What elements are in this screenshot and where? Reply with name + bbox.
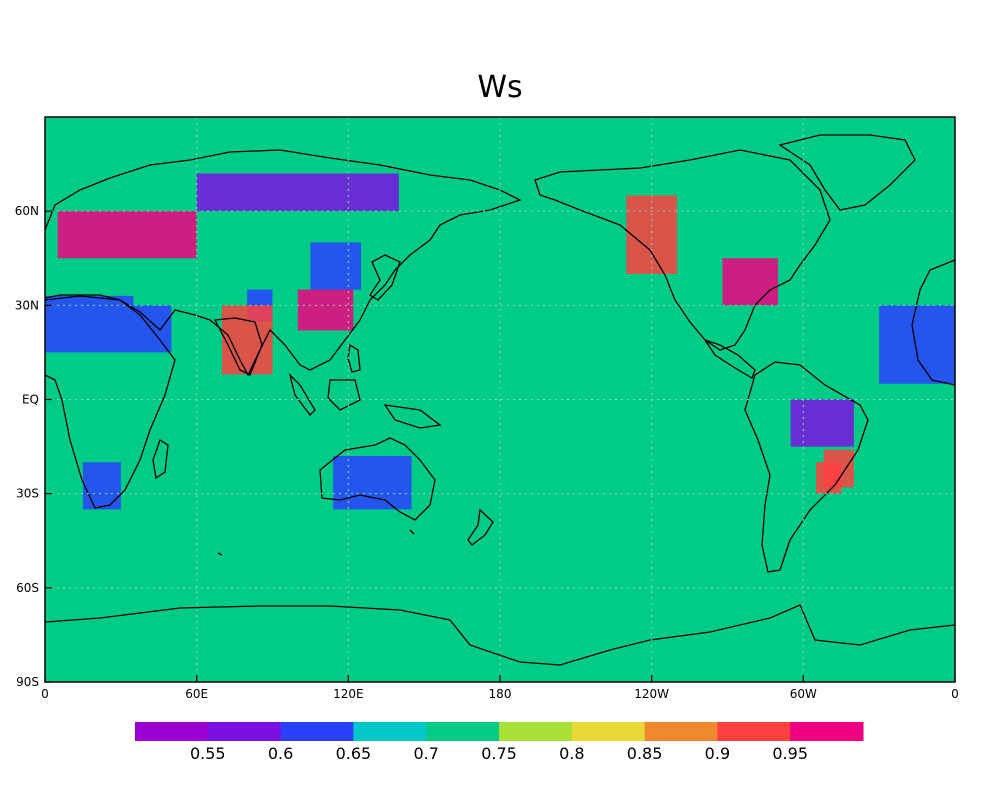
coast-small-island-1 bbox=[217, 552, 223, 556]
coast-philippines bbox=[347, 343, 361, 373]
x-tick-label: 120W bbox=[634, 687, 669, 701]
data-regions-layer bbox=[45, 173, 955, 510]
data-region-5 bbox=[310, 242, 361, 290]
land-central-america bbox=[705, 340, 755, 378]
data-region-12 bbox=[823, 449, 854, 488]
land-newguinea bbox=[385, 405, 440, 428]
colorbar-swatch bbox=[717, 722, 791, 741]
colorbar-swatch bbox=[790, 722, 864, 741]
x-tick-label: 120E bbox=[333, 687, 364, 701]
graticule bbox=[45, 117, 955, 682]
colorbar-swatch bbox=[426, 722, 500, 741]
y-tick-label: EQ bbox=[22, 393, 39, 407]
colorbar-swatch bbox=[353, 722, 427, 741]
coast-newzealand bbox=[467, 508, 494, 546]
y-tick-label: 30S bbox=[16, 487, 39, 501]
colorbar-label: 0.85 bbox=[627, 744, 663, 763]
colorbar-label: 0.55 bbox=[190, 744, 226, 763]
land-japan bbox=[370, 255, 400, 300]
colorbar-swatch bbox=[644, 722, 718, 741]
colorbar-label: 0.9 bbox=[705, 744, 730, 763]
y-tick-label: 60S bbox=[16, 581, 39, 595]
coast-west-africa-wrap bbox=[911, 259, 955, 386]
data-region-7 bbox=[221, 305, 273, 375]
colorbar-swatch bbox=[207, 722, 282, 741]
data-region-9 bbox=[722, 258, 779, 306]
y-tick-label: 90S bbox=[16, 675, 39, 689]
colorbar-swatch bbox=[499, 722, 573, 741]
data-region-2 bbox=[82, 462, 121, 510]
colorbar-label: 0.75 bbox=[481, 744, 517, 763]
y-tick-label: 60N bbox=[15, 204, 39, 218]
data-region-15 bbox=[879, 305, 955, 384]
y-tick-label: 30N bbox=[15, 298, 39, 312]
colorbar-label: 0.8 bbox=[559, 744, 584, 763]
data-region-3 bbox=[333, 456, 412, 510]
coast-south-america bbox=[744, 361, 869, 573]
coast-india bbox=[213, 317, 263, 376]
data-region-6 bbox=[57, 211, 197, 259]
data-region-0 bbox=[133, 305, 172, 353]
coast-japan bbox=[369, 254, 401, 301]
data-region-14 bbox=[626, 195, 677, 274]
coast-borneo bbox=[327, 379, 361, 411]
colorbar-label: 0.65 bbox=[336, 744, 372, 763]
coast-newguinea bbox=[383, 404, 442, 429]
colorbar-label: 0.95 bbox=[772, 744, 808, 763]
data-region-1 bbox=[45, 295, 134, 353]
coast-madagascar bbox=[152, 439, 169, 480]
plot-title: Ws bbox=[477, 70, 523, 105]
land-antarctica bbox=[45, 605, 955, 682]
land-philippines bbox=[348, 345, 360, 372]
coast-africa bbox=[45, 295, 176, 509]
colorbar-label: 0.7 bbox=[413, 744, 438, 763]
coast-small-island-2 bbox=[409, 529, 415, 535]
coast-greenland bbox=[778, 134, 916, 211]
x-tick-label: 0 bbox=[41, 687, 49, 701]
coast-sumatra bbox=[288, 372, 316, 416]
x-tick-label: 180 bbox=[489, 687, 512, 701]
land-newzealand bbox=[468, 510, 493, 545]
data-region-13 bbox=[196, 173, 399, 212]
data-region-10 bbox=[790, 399, 854, 447]
land-sumatra bbox=[290, 375, 315, 415]
x-tick-label: 60W bbox=[790, 687, 817, 701]
land-borneo bbox=[328, 380, 360, 410]
x-tick-label: 0 bbox=[951, 687, 959, 701]
coast-eurasia bbox=[45, 149, 522, 377]
colorbar-swatch bbox=[571, 722, 646, 741]
coast-antarctica bbox=[45, 604, 955, 666]
coast-central-america bbox=[703, 338, 756, 379]
coast-australia bbox=[319, 437, 436, 521]
data-region-8 bbox=[297, 289, 354, 331]
x-tick-label: 60E bbox=[185, 687, 208, 701]
colorbar: 0.55 0.6 0.65 0.7 0.75 0.8 0.85 0.9 0.95 bbox=[135, 722, 864, 763]
colorbar-swatch bbox=[280, 722, 354, 741]
colorbar-label: 0.6 bbox=[268, 744, 293, 763]
colorbar-swatch bbox=[135, 722, 209, 741]
